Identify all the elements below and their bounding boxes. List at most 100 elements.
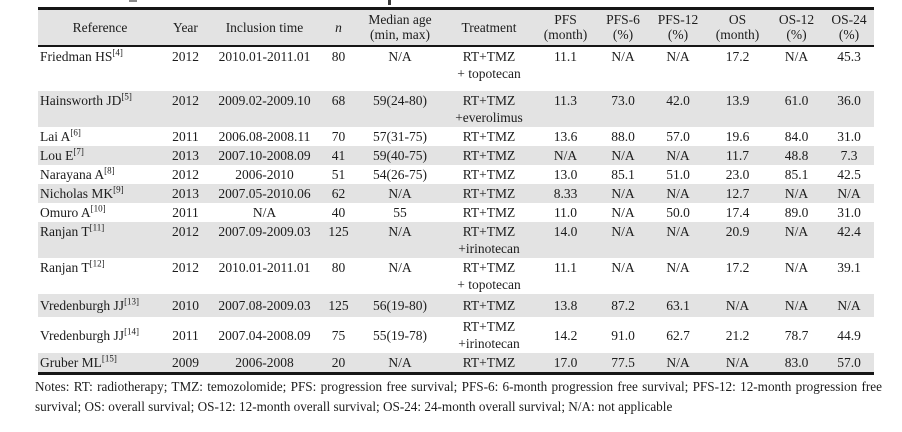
treatment-line: RT+TMZ	[462, 224, 516, 239]
cell-pfs: 11.1	[553, 260, 578, 275]
citation-superscript: [5]	[121, 91, 132, 102]
citation-superscript: [8]	[104, 165, 115, 176]
cell-age: 54(26-75)	[373, 167, 427, 182]
treatment-line: +irinotecan	[458, 336, 520, 351]
reference-author: Vredenburgh JJ	[40, 298, 125, 313]
cell-n: 70	[331, 129, 346, 144]
cell-pfs: 14.2	[553, 327, 578, 343]
citation-superscript: [13]	[124, 296, 140, 307]
cell-treatment: RT+TMZ	[443, 184, 535, 203]
cell-inclusion: 2010.01-2011.01	[218, 49, 311, 64]
citation-superscript: [6]	[70, 127, 81, 138]
cell-pfs: 13.0	[553, 167, 578, 182]
citation-superscript: [12]	[89, 258, 105, 269]
cell-n: 75	[331, 327, 346, 343]
cell-os24: 36.0	[837, 93, 861, 108]
cell-reference: Nicholas MK[9]	[38, 184, 162, 203]
cell-os: 20.9	[725, 224, 750, 239]
cell-pfs12: N/A	[666, 355, 690, 370]
cell-os: 19.6	[725, 129, 750, 144]
cell-reference: Vredenburgh JJ[14]	[38, 317, 162, 353]
cell-pfs6: N/A	[611, 49, 635, 64]
col-header-os12: OS-12 (%)	[769, 8, 824, 47]
col-header-age: Median age (min, max)	[357, 8, 443, 47]
cell-age: 56(19-80)	[373, 298, 427, 313]
citation-superscript: [15]	[101, 353, 117, 364]
cell-year: 2011	[172, 327, 199, 343]
cell-n: 62	[331, 186, 346, 201]
cell-treatment: RT+TMZ	[443, 127, 535, 146]
reference-author: Omuro A	[40, 205, 91, 220]
cell-year: 2013	[172, 186, 199, 201]
cell-pfs12: N/A	[666, 260, 690, 275]
cell-age: 55(19-78)	[373, 327, 427, 343]
cell-pfs6: 85.1	[611, 167, 635, 182]
reference-author: Nicholas MK	[40, 186, 114, 201]
cell-os24: 42.4	[837, 224, 861, 239]
citation-superscript: [11]	[89, 222, 105, 233]
cell-os24: N/A	[837, 298, 861, 313]
cell-age: N/A	[388, 260, 412, 275]
cell-pfs: 11.0	[553, 205, 578, 220]
col-header-pfs: PFS (month)	[535, 8, 596, 47]
reference-author: Vredenburgh JJ	[40, 327, 125, 343]
cell-n: 41	[331, 148, 346, 163]
cell-age: N/A	[388, 355, 412, 370]
cell-n: 80	[331, 260, 346, 275]
cell-pfs6: N/A	[611, 148, 635, 163]
cell-year: 2012	[172, 93, 199, 108]
cell-age: 59(24-80)	[373, 93, 427, 108]
cell-os24: 44.9	[837, 327, 861, 343]
cell-year: 2010	[172, 298, 199, 313]
cell-pfs: 14.0	[553, 224, 578, 239]
table-row: Friedman HS[4] 2012 2010.01-2011.01 80 N/A RT…	[38, 46, 874, 91]
treatment-line: RT+TMZ	[462, 186, 516, 201]
col-header-os: OS (month)	[706, 8, 769, 47]
cell-pfs6: N/A	[611, 224, 635, 239]
cell-os: N/A	[725, 298, 750, 313]
cell-os12: 48.8	[784, 148, 809, 163]
cell-pfs6: 91.0	[611, 327, 635, 343]
cell-os12: N/A	[784, 260, 809, 275]
cell-pfs: 13.6	[553, 129, 578, 144]
cell-n: 51	[331, 167, 346, 182]
col-header-inclusion: Inclusion time	[209, 8, 320, 47]
cell-os24: 45.3	[837, 49, 861, 64]
table-row: Gruber ML[15] 2009 2006-2008 20 N/A RT+TMZ 17.…	[38, 353, 874, 374]
cell-reference: Lai A[6]	[38, 127, 162, 146]
cell-os12: 83.0	[784, 355, 809, 370]
cell-os12: 89.0	[784, 205, 809, 220]
cell-year: 2012	[172, 167, 199, 182]
cell-reference: Friedman HS[4]	[38, 46, 162, 91]
cell-age: N/A	[388, 49, 412, 64]
col-header-year: Year	[162, 8, 209, 47]
cell-pfs12: 63.1	[666, 298, 690, 313]
cell-age: 59(40-75)	[373, 148, 427, 163]
cell-os24: 42.5	[837, 167, 861, 182]
cell-pfs: N/A	[553, 148, 578, 163]
caption-text-fragment	[388, 0, 391, 5]
cell-treatment: RT+TMZ +everolimus	[443, 91, 535, 127]
cell-year: 2012	[172, 224, 199, 239]
table-row: Ranjan T[12] 2012 2010.01-2011.01 80 N/A RT+T…	[38, 258, 874, 294]
cell-inclusion: 2006-2010	[235, 167, 294, 182]
reference-author: Lou E	[40, 148, 74, 163]
cell-os: 17.4	[725, 205, 750, 220]
cell-os12: 61.0	[784, 93, 809, 108]
treatment-line: RT+TMZ	[462, 298, 516, 313]
cell-year: 2012	[172, 49, 199, 64]
reference-author: Narayana A	[40, 167, 105, 182]
reference-author: Ranjan T	[40, 224, 90, 239]
cell-reference: Omuro A[10]	[38, 203, 162, 222]
cell-treatment: RT+TMZ +irinotecan	[443, 222, 535, 258]
cell-os12: 85.1	[784, 167, 809, 182]
table-row: Vredenburgh JJ[13] 2010 2007.08-2009.03 125…	[38, 294, 874, 317]
cell-os12: N/A	[784, 224, 809, 239]
treatment-line: RT+TMZ	[462, 260, 516, 275]
cell-treatment: RT+TMZ	[443, 203, 535, 222]
col-header-n: n	[320, 8, 357, 47]
reference-author: Friedman HS	[40, 49, 113, 64]
cell-n: 40	[331, 205, 346, 220]
cell-year: 2011	[172, 129, 199, 144]
cell-inclusion: 2009.02-2009.10	[218, 93, 311, 108]
